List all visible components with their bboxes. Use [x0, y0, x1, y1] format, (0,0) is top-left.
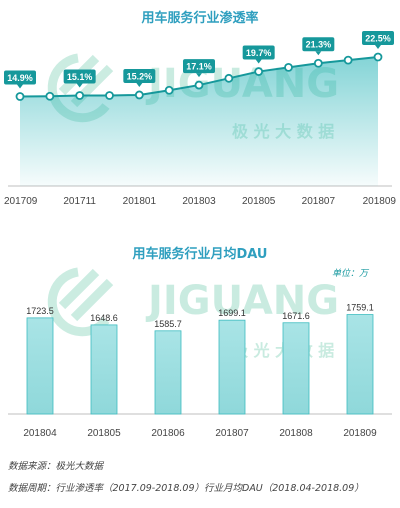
x-tick-label: 201809 — [363, 196, 397, 207]
x-tick-label: 201806 — [151, 428, 185, 439]
bar-value-label: 1648.6 — [90, 313, 118, 323]
data-label-pointer — [17, 84, 23, 89]
data-label: 17.1% — [186, 62, 212, 72]
period-note: 数据周期：行业渗透率（2017.09-2018.09）行业月均DAU（2018.… — [8, 483, 364, 494]
x-tick-label: 201805 — [87, 428, 121, 439]
data-label: 22.5% — [365, 34, 391, 44]
x-tick-label: 201709 — [4, 196, 38, 207]
x-tick-label: 201809 — [343, 428, 377, 439]
data-label-pointer — [76, 83, 83, 88]
data-label-pointer — [196, 73, 202, 78]
data-label-box — [362, 31, 394, 45]
chart-title: 用车服务行业渗透率 — [140, 10, 258, 26]
data-point — [284, 63, 293, 72]
bar — [26, 317, 54, 415]
data-label-box — [183, 59, 215, 74]
data-label-box — [242, 45, 275, 60]
bar-value-label: 1671.6 — [282, 311, 310, 321]
x-tick-label: 201803 — [182, 196, 216, 207]
x-tick-label: 201801 — [123, 196, 157, 207]
dau-bar-chart: 用车服务行业月均DAU 单位：万 1723.5 201804 1648.6 20180… — [8, 246, 392, 439]
data-point — [105, 91, 114, 100]
data-point — [45, 91, 55, 101]
watermark-brand: JIGUANG — [145, 278, 339, 324]
bar-value-label: 1723.5 — [26, 306, 54, 316]
x-tick-label: 201807 — [302, 196, 336, 207]
data-label-pointer — [136, 82, 143, 87]
data-label: 19.7% — [246, 48, 272, 58]
data-point — [15, 92, 25, 101]
area-fill — [20, 57, 378, 186]
x-tick-label: 201804 — [23, 428, 57, 439]
data-label-pointer — [255, 59, 262, 64]
source-note: 数据来源：极光大数据 — [8, 461, 104, 472]
bar — [218, 319, 246, 415]
unit-label: 单位：万 — [332, 268, 370, 279]
data-point — [343, 55, 353, 65]
data-point — [75, 91, 85, 100]
data-point — [224, 73, 234, 83]
penetration-rate-chart: 用车服务行业渗透率 14.9% 15.1% 15.2% 17.1% 19.7% 21.3%… — [4, 10, 396, 207]
data-label-box — [302, 37, 335, 52]
data-label: 14.9% — [7, 73, 33, 83]
bar — [154, 330, 182, 415]
x-tick-label: 201808 — [279, 428, 313, 439]
data-label-box — [123, 68, 156, 83]
data-label-box — [63, 69, 96, 84]
data-label-pointer — [375, 45, 381, 49]
bar-value-label: 1699.1 — [218, 308, 246, 318]
data-point — [164, 85, 174, 95]
x-tick-label: 201805 — [242, 196, 276, 207]
bar — [346, 314, 374, 415]
data-label: 15.2% — [127, 71, 153, 81]
data-label-box — [4, 70, 36, 85]
bar-value-label: 1585.7 — [154, 319, 182, 329]
data-label: 15.1% — [67, 72, 93, 82]
data-label-pointer — [315, 51, 322, 56]
data-point — [134, 90, 144, 100]
data-point — [313, 58, 323, 68]
data-point — [194, 80, 204, 90]
x-tick-label: 201807 — [215, 428, 249, 439]
data-label: 21.3% — [306, 40, 332, 50]
x-tick-label: 201711 — [63, 196, 96, 207]
bar — [282, 322, 310, 415]
data-point — [373, 52, 383, 62]
chart-title: 用车服务行业月均DAU — [131, 246, 267, 262]
bar — [90, 324, 118, 415]
bar-value-label: 1759.1 — [346, 303, 374, 313]
data-point — [254, 67, 264, 76]
